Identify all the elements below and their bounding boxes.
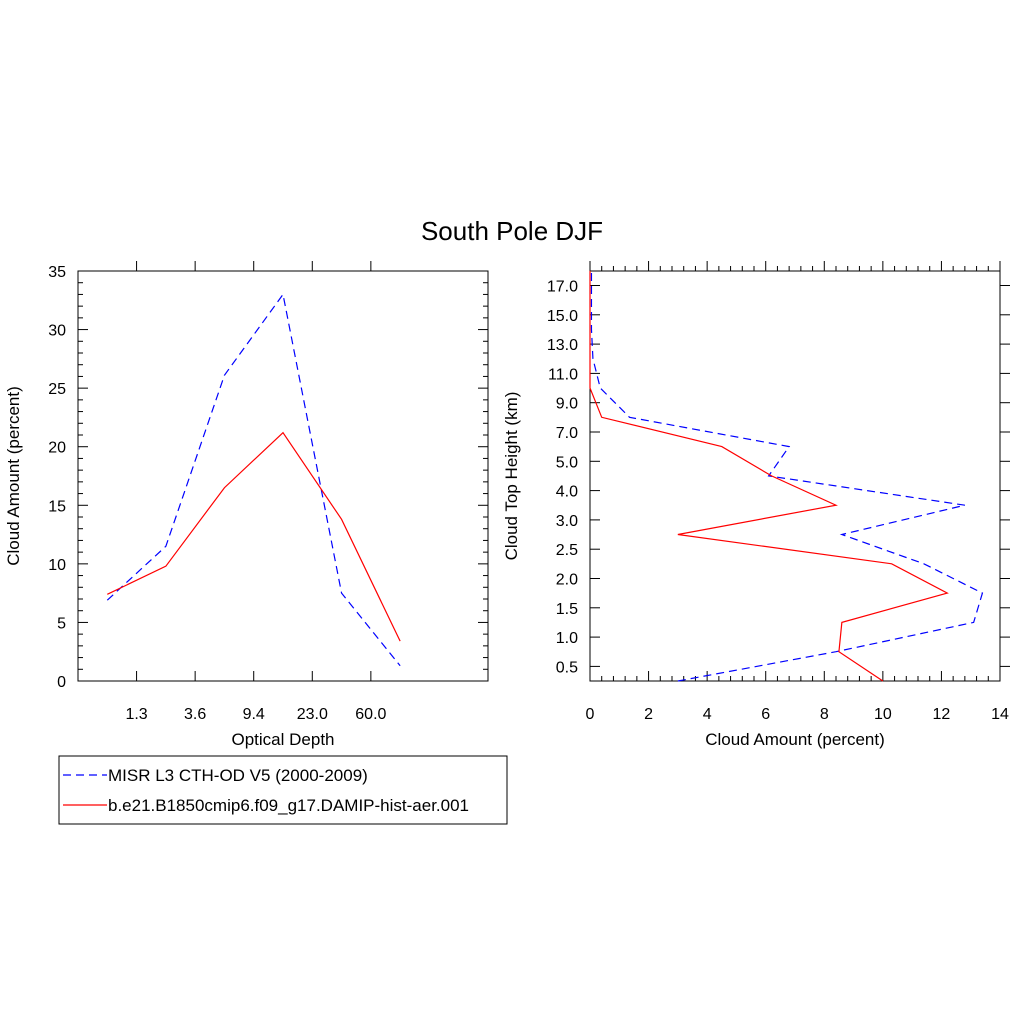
right-series-misr: [590, 270, 984, 682]
right-y-tick-label: 11.0: [548, 366, 578, 383]
right-y-tick-label: 15.0: [547, 308, 578, 325]
right-x-axis-label: Cloud Amount (percent): [705, 730, 885, 749]
right-y-tick-label: 2.5: [556, 542, 578, 559]
left-y-tick-label: 25: [48, 381, 66, 398]
right-y-tick-label: 2.0: [556, 572, 578, 589]
left-x-tick-label: 3.6: [184, 706, 206, 723]
right-plot-frame: [589, 270, 1001, 682]
left-y-tick-label: 5: [57, 615, 66, 632]
legend-label-misr: MISR L3 CTH-OD V5 (2000-2009): [108, 766, 368, 785]
legend-label-model: b.e21.B1850cmip6.f09_g17.DAMIP-hist-aer.…: [108, 796, 469, 815]
right-x-tick-label: 10: [874, 706, 892, 723]
right-x-tick-label: 6: [761, 706, 770, 723]
right-chart: 0 2 4 6 8 10 12 14 0.5 1.0 1.5 2.0 2.5 3.0 4.0 5.0 7.0 9.…: [502, 261, 1010, 749]
left-y-tick-label: 20: [48, 440, 66, 457]
left-y-tick-label: 0: [57, 674, 66, 691]
right-y-tick-label: 5.0: [556, 454, 578, 471]
left-x-axis-label: Optical Depth: [232, 730, 335, 749]
right-x-tick-label: 0: [586, 706, 595, 723]
left-y-axis-label: Cloud Amount (percent): [4, 386, 23, 566]
right-series-model: [589, 270, 949, 682]
right-y-tick-label: 1.0: [556, 630, 578, 647]
right-y-tick-label: 1.5: [556, 601, 578, 618]
left-series-misr: [106, 292, 401, 667]
left-x-tick-label: 9.4: [243, 706, 265, 723]
right-y-tick-label: 0.5: [556, 659, 578, 676]
right-y-axis-label: Cloud Top Height (km): [502, 392, 521, 561]
right-x-tick-label: 14: [991, 706, 1009, 723]
left-y-tick-label: 35: [48, 264, 66, 281]
left-y-tick-label: 10: [48, 557, 66, 574]
right-x-tick-label: 12: [933, 706, 951, 723]
left-x-tick-label: 23.0: [297, 706, 328, 723]
left-plot-frame: [77, 270, 489, 682]
right-y-tick-label: 13.0: [547, 337, 578, 354]
left-x-tick-label: 1.3: [125, 706, 147, 723]
left-x-tick-label: 60.0: [355, 706, 386, 723]
right-y-tick-label: 4.0: [556, 484, 578, 501]
right-x-tick-label: 2: [644, 706, 653, 723]
legend: MISR L3 CTH-OD V5 (2000-2009) b.e21.B185…: [58, 755, 508, 825]
legend-box: [58, 755, 508, 825]
left-series-model: [107, 431, 401, 642]
right-x-tick-label: 8: [820, 706, 829, 723]
right-y-tick-label: 7.0: [556, 425, 578, 442]
right-y-tick-label: 9.0: [556, 396, 578, 413]
right-y-tick-label: 3.0: [556, 513, 578, 530]
chart-title: South Pole DJF: [421, 216, 603, 246]
right-y-tick-label: 17.0: [547, 279, 578, 296]
left-y-tick-label: 30: [48, 323, 66, 340]
right-x-tick-label: 4: [703, 706, 712, 723]
left-y-tick-label: 15: [48, 498, 66, 515]
left-chart: 0 5 10 15 20 25 30 35 1.3 3.6 9.4 23.0 60.0 Optical …: [4, 261, 489, 749]
